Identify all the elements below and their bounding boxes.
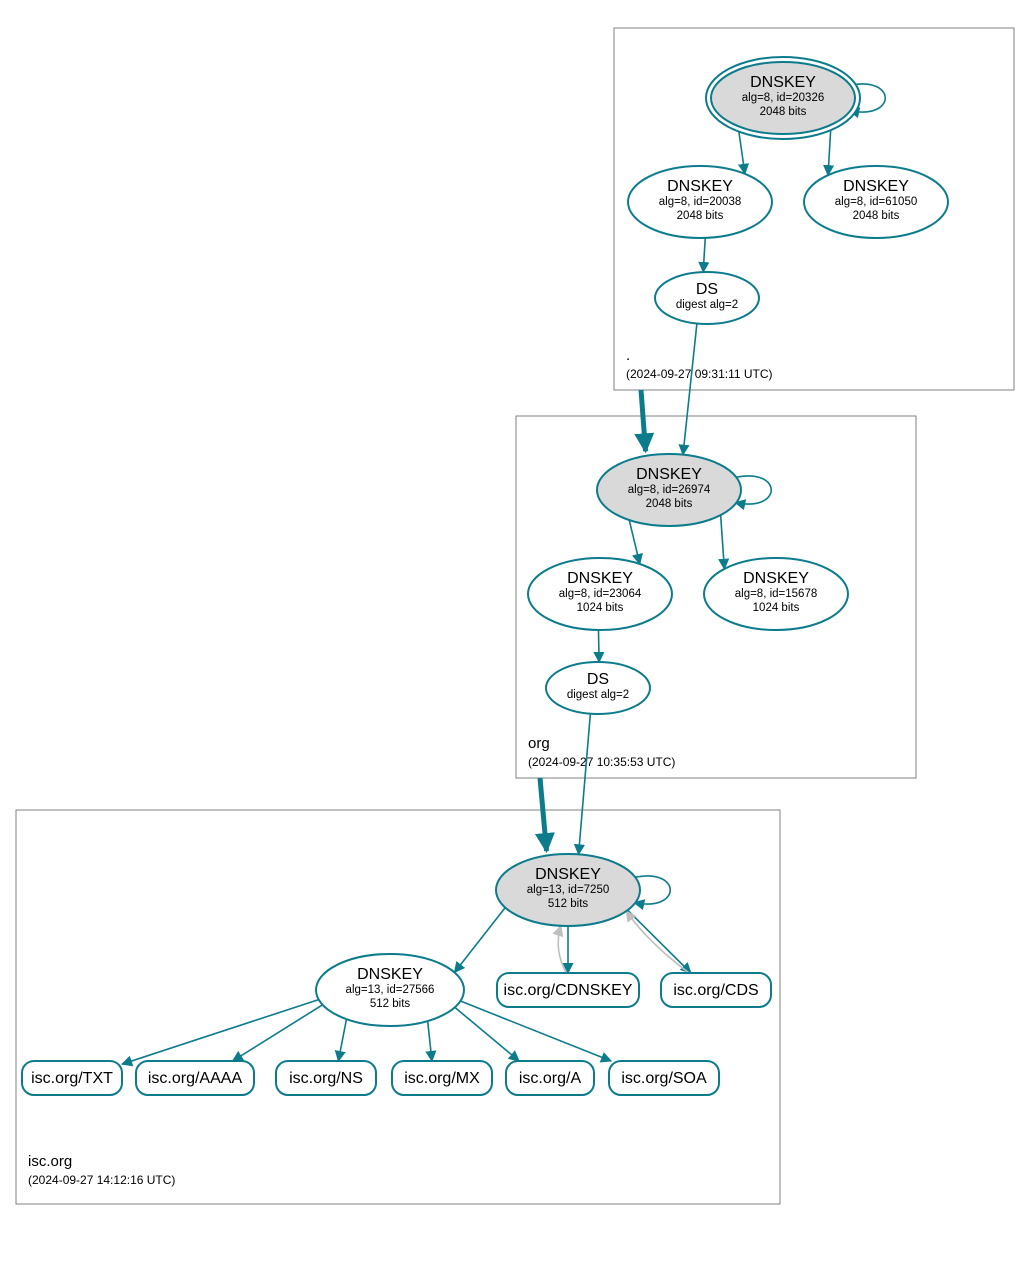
node-isc_mx: isc.org/MX xyxy=(392,1061,492,1095)
node-isc_txt: isc.org/TXT xyxy=(22,1061,122,1095)
zone-label: org xyxy=(528,735,550,752)
node-title: DNSKEY xyxy=(567,570,633,587)
node-title: DNSKEY xyxy=(636,466,702,483)
node-subtext: digest alg=2 xyxy=(676,299,738,311)
node-subtext: 1024 bits xyxy=(577,602,624,614)
node-org_zsk1: DNSKEYalg=8, id=23064 1024 bits xyxy=(528,558,672,630)
edge xyxy=(628,910,691,973)
node-org_zsk2: DNSKEYalg=8, id=15678 1024 bits xyxy=(704,558,848,630)
dnssec-graph: . (2024-09-27 09:31:11 UTC) org (2024-09-27… xyxy=(0,0,1029,1278)
edge xyxy=(683,324,697,455)
node-subtext: alg=8, id=20038 xyxy=(659,196,742,208)
node-org_ksk: DNSKEYalg=8, id=26974 2048 bits xyxy=(597,454,741,526)
edge xyxy=(828,125,831,175)
node-root_zsk1: DNSKEYalg=8, id=20038 2048 bits xyxy=(628,166,772,238)
node-subtext: alg=8, id=23064 xyxy=(559,588,642,600)
edge xyxy=(703,238,705,272)
node-subtext: alg=8, id=20326 xyxy=(742,92,825,104)
node-subtext: alg=8, id=26974 xyxy=(628,484,711,496)
node-root_ksk: DNSKEYalg=8, id=20326 2048 bits xyxy=(706,57,860,139)
node-isc_ns: isc.org/NS xyxy=(276,1061,376,1095)
node-isc_ksk: DNSKEYalg=13, id=7250 512 bits xyxy=(496,854,640,926)
zone-timestamp: (2024-09-27 14:12:16 UTC) xyxy=(28,1173,175,1187)
edge xyxy=(338,1019,346,1061)
node-root_ds: DSdigest alg=2 xyxy=(655,272,759,324)
node-isc_aaaa: isc.org/AAAA xyxy=(136,1061,254,1095)
edge xyxy=(629,520,640,564)
node-org_ds: DSdigest alg=2 xyxy=(546,662,650,714)
edge xyxy=(598,630,599,662)
node-title: isc.org/NS xyxy=(289,1070,363,1087)
node-title: isc.org/MX xyxy=(404,1070,480,1087)
node-subtext: alg=13, id=27566 xyxy=(346,984,435,996)
node-subtext: 2048 bits xyxy=(853,210,900,222)
node-subtext: 2048 bits xyxy=(646,498,693,510)
node-title: DNSKEY xyxy=(667,178,733,195)
zone-timestamp: (2024-09-27 09:31:11 UTC) xyxy=(626,367,773,381)
node-title: DS xyxy=(696,281,718,298)
node-isc_cdnskey: isc.org/CDNSKEY xyxy=(497,973,639,1007)
node-title: DNSKEY xyxy=(535,866,601,883)
zone-timestamp: (2024-09-27 10:35:53 UTC) xyxy=(528,755,675,769)
node-title: isc.org/AAAA xyxy=(148,1070,243,1087)
edge-delegation xyxy=(540,778,547,851)
node-subtext: 2048 bits xyxy=(677,210,724,222)
edge xyxy=(558,926,566,973)
node-title: isc.org/SOA xyxy=(621,1070,707,1087)
node-title: DNSKEY xyxy=(750,74,816,91)
edge-delegation xyxy=(641,390,646,451)
node-title: DNSKEY xyxy=(357,966,423,983)
node-title: DS xyxy=(587,671,609,688)
node-isc_soa: isc.org/SOA xyxy=(609,1061,719,1095)
edge xyxy=(626,911,689,973)
node-title: isc.org/CDS xyxy=(673,982,758,999)
edge xyxy=(579,714,591,855)
node-subtext: 512 bits xyxy=(370,998,411,1010)
zone-label: . xyxy=(626,347,630,364)
edge xyxy=(455,1007,519,1061)
node-root_zsk2: DNSKEYalg=8, id=61050 2048 bits xyxy=(804,166,948,238)
zone-label: isc.org xyxy=(28,1153,72,1170)
node-subtext: 512 bits xyxy=(548,898,589,910)
node-title: isc.org/TXT xyxy=(31,1070,113,1087)
node-subtext: digest alg=2 xyxy=(567,689,629,701)
edge xyxy=(428,1021,432,1061)
node-title: DNSKEY xyxy=(743,570,809,587)
node-title: isc.org/A xyxy=(519,1070,582,1087)
node-subtext: alg=13, id=7250 xyxy=(527,884,610,896)
node-subtext: alg=8, id=15678 xyxy=(735,588,818,600)
edge xyxy=(721,515,725,569)
edge xyxy=(455,908,506,973)
node-subtext: 2048 bits xyxy=(760,106,807,118)
node-isc_a: isc.org/A xyxy=(506,1061,594,1095)
edge xyxy=(122,1000,319,1065)
node-isc_cds: isc.org/CDS xyxy=(661,973,771,1007)
node-isc_zsk: DNSKEYalg=13, id=27566 512 bits xyxy=(316,954,464,1026)
node-subtext: 1024 bits xyxy=(753,602,800,614)
node-title: isc.org/CDNSKEY xyxy=(504,982,633,999)
node-title: DNSKEY xyxy=(843,178,909,195)
node-subtext: alg=8, id=61050 xyxy=(835,196,918,208)
